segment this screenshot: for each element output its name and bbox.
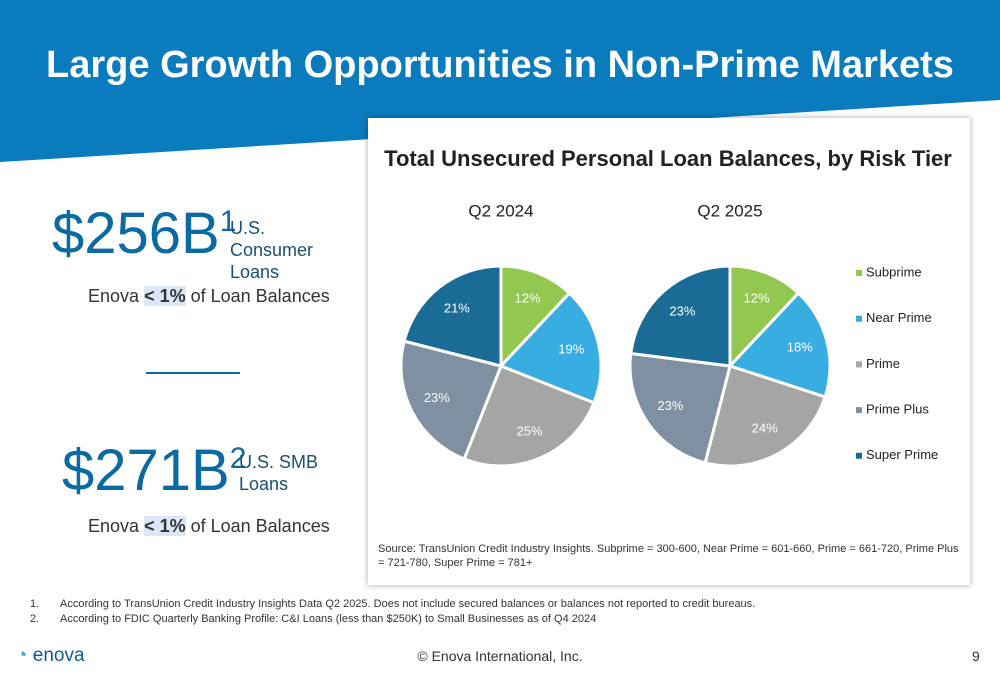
legend-swatch xyxy=(856,361,862,368)
data-label: 23% xyxy=(669,303,695,318)
data-label: 23% xyxy=(424,390,450,405)
data-label: 12% xyxy=(514,290,540,305)
data-label: 24% xyxy=(752,421,778,436)
stat-label: U.S. SMB xyxy=(239,452,319,472)
stat-label: Loans xyxy=(239,474,289,494)
legend-swatch xyxy=(856,270,862,276)
share: < 1% xyxy=(144,286,186,306)
data-label: 19% xyxy=(558,342,584,357)
chart-panel: Total Unsecured Personal Loan Balances, … xyxy=(368,118,970,585)
footnote-number: 2. xyxy=(30,613,40,625)
pie-slice xyxy=(462,364,596,468)
chart-title: Total Unsecured Personal Loan Balances, … xyxy=(384,146,952,171)
pie-slice xyxy=(628,351,732,465)
source-note: Source: TransUnion Credit Industry Insig… xyxy=(378,543,959,569)
legend-swatch xyxy=(856,452,862,459)
pie-slice xyxy=(703,364,827,468)
share-prefix: Enova xyxy=(88,516,140,536)
legend-swatch xyxy=(856,315,862,322)
slide-title: Large Growth Opportunities in Non-Prime … xyxy=(46,44,954,86)
share-suffix: of Loan Balances xyxy=(190,516,330,536)
legend-label: Super Prime xyxy=(866,447,938,462)
copyright: © Enova International, Inc. xyxy=(417,648,583,664)
footnote-ref: 2 xyxy=(229,442,247,475)
share-suffix: of Loan Balances xyxy=(190,286,330,306)
stat-amount: $271B xyxy=(62,438,230,503)
pie-slice xyxy=(402,264,503,368)
chart: Total Unsecured Personal Loan Balances, … xyxy=(384,146,952,468)
data-label: 12% xyxy=(743,290,769,305)
footnote: 2. According to FDIC Quarterly Banking Pr… xyxy=(30,613,596,625)
share: < 1% xyxy=(144,516,186,536)
pie-title: Q2 2025 xyxy=(697,201,762,220)
pie-slice xyxy=(728,264,801,370)
data-label: 23% xyxy=(657,398,683,413)
footnote: 1. According to TransUnion Credit Industr… xyxy=(30,598,755,610)
pie-slice xyxy=(727,290,832,399)
logo-text: enova xyxy=(32,645,85,666)
data-label: 18% xyxy=(787,340,813,355)
stat-amount: $256B xyxy=(52,201,220,266)
divider xyxy=(146,372,240,374)
data-label: 21% xyxy=(444,301,470,316)
legend-label: Subprime xyxy=(866,264,922,279)
header-band xyxy=(0,0,1000,162)
pie-slice xyxy=(399,339,504,461)
pie-slice xyxy=(499,264,572,370)
logo: ◔ enova xyxy=(16,645,85,666)
legend-label: Near Prime xyxy=(866,310,932,325)
pie-slice xyxy=(629,264,732,368)
footnote-ref: 1 xyxy=(219,205,237,238)
stat: $256B1 U.S. Consumer Loans xyxy=(52,200,352,282)
page-number: 9 xyxy=(972,648,980,664)
stat-label: Loans xyxy=(230,262,280,282)
stat-label: U.S. Consumer xyxy=(230,218,314,260)
stat: $271B2 U.S. SMB Loans xyxy=(62,437,362,504)
data-label: 25% xyxy=(517,424,543,439)
footnote-text: According to FDIC Quarterly Banking Prof… xyxy=(60,613,597,625)
share-line: Enova < 1% of Loan Balances xyxy=(88,286,330,307)
footnote-number: 1. xyxy=(30,598,40,610)
pie-title: Q2 2024 xyxy=(468,201,533,220)
share-line: Enova < 1% of Loan Balances xyxy=(88,516,330,537)
footnote-text: According to TransUnion Credit Industry … xyxy=(60,598,756,610)
legend-label: Prime Plus xyxy=(866,402,929,417)
legend-swatch xyxy=(856,407,862,414)
legend-label: Prime xyxy=(866,356,900,371)
share-prefix: Enova xyxy=(88,286,140,306)
